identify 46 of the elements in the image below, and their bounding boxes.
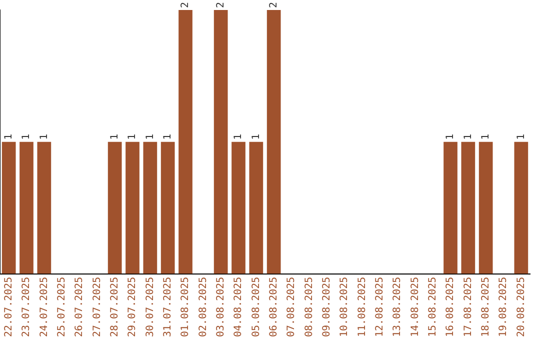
x-tick-label: 13.08.2025 <box>392 276 404 338</box>
x-tick-label: 31.07.2025 <box>162 276 174 338</box>
x-tick-label: 17.08.2025 <box>462 276 474 338</box>
data-label: 1 <box>162 134 174 140</box>
x-tick-label: 14.08.2025 <box>410 276 421 338</box>
x-tick-label: 20.08.2025 <box>516 276 527 338</box>
data-label: 1 <box>516 134 527 140</box>
data-label: 1 <box>462 134 474 140</box>
x-tick-label: 23.07.2025 <box>21 276 32 338</box>
x-tick-label: 12.08.2025 <box>374 276 386 338</box>
data-label: 1 <box>109 134 120 140</box>
x-tick-label: 16.08.2025 <box>445 276 456 338</box>
x-tick-label: 04.08.2025 <box>233 276 244 338</box>
x-tick-label: 28.07.2025 <box>109 276 120 338</box>
x-tick-label: 01.08.2025 <box>180 276 192 338</box>
x-tick-label: 26.07.2025 <box>74 276 86 338</box>
data-label: 1 <box>480 134 492 140</box>
x-tick-label: 10.08.2025 <box>339 276 350 338</box>
x-tick-label: 24.07.2025 <box>38 276 50 338</box>
data-label: 2 <box>180 2 192 8</box>
data-label: 1 <box>127 134 138 140</box>
data-label: 1 <box>21 134 32 140</box>
x-tick-label: 15.08.2025 <box>427 276 438 338</box>
data-label: 1 <box>144 134 156 140</box>
data-label: 1 <box>250 134 262 140</box>
x-tick-label: 25.07.2025 <box>56 276 68 338</box>
data-label: 2 <box>215 2 226 8</box>
data-label: 1 <box>3 134 14 140</box>
x-tick-label: 02.08.2025 <box>198 276 209 338</box>
data-label: 1 <box>445 134 456 140</box>
x-tick-label: 29.07.2025 <box>127 276 138 338</box>
x-tick-label: 09.08.2025 <box>321 276 332 338</box>
x-tick-label: 08.08.2025 <box>304 276 315 338</box>
x-tick-label: 22.07.2025 <box>3 276 14 338</box>
x-tick-label: 19.08.2025 <box>498 276 510 338</box>
data-label: 1 <box>38 134 50 140</box>
x-tick-label: 18.08.2025 <box>480 276 492 338</box>
x-tick-label: 03.08.2025 <box>215 276 226 338</box>
x-tick-label: 06.08.2025 <box>268 276 280 338</box>
x-tick-label: 07.08.2025 <box>286 276 298 338</box>
data-label: 2 <box>268 2 280 8</box>
data-label: 1 <box>233 134 244 140</box>
x-tick-label: 05.08.2025 <box>250 276 262 338</box>
x-tick-label: 11.08.2025 <box>356 276 368 338</box>
x-tick-label: 27.07.2025 <box>92 276 103 338</box>
x-tick-label: 30.07.2025 <box>144 276 156 338</box>
